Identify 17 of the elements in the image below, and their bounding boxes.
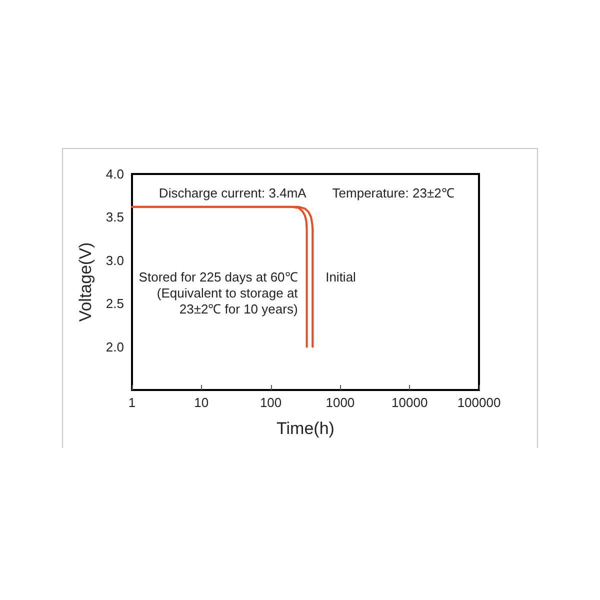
x-tick-label: 100: [260, 395, 282, 410]
annotation: Temperature: 23±2℃: [332, 186, 454, 200]
x-axis-title: Time(h): [276, 419, 334, 438]
x-tick-label: 1: [128, 395, 136, 410]
x-tick-label: 100000: [457, 395, 501, 410]
y-tick-label: 3.5: [106, 210, 124, 225]
annotation: Discharge current: 3.4mA: [158, 186, 307, 200]
y-axis-title: Voltage(V): [76, 242, 95, 322]
y-tick-label: 2.5: [106, 296, 124, 312]
y-tick-label: 2.0: [106, 339, 124, 354]
series-label: Stored for 225 days at 60℃ (Equivalent to storage at 23±2℃ for 10 years): [138, 270, 298, 317]
y-tick-label: 4.0: [106, 166, 124, 182]
x-tick-label: 1000: [326, 395, 355, 410]
series-label: Initial: [326, 270, 356, 285]
x-tick-label: 10000: [392, 395, 428, 410]
y-tick-label: 3.0: [106, 252, 124, 268]
x-tick-label: 10: [194, 395, 209, 410]
